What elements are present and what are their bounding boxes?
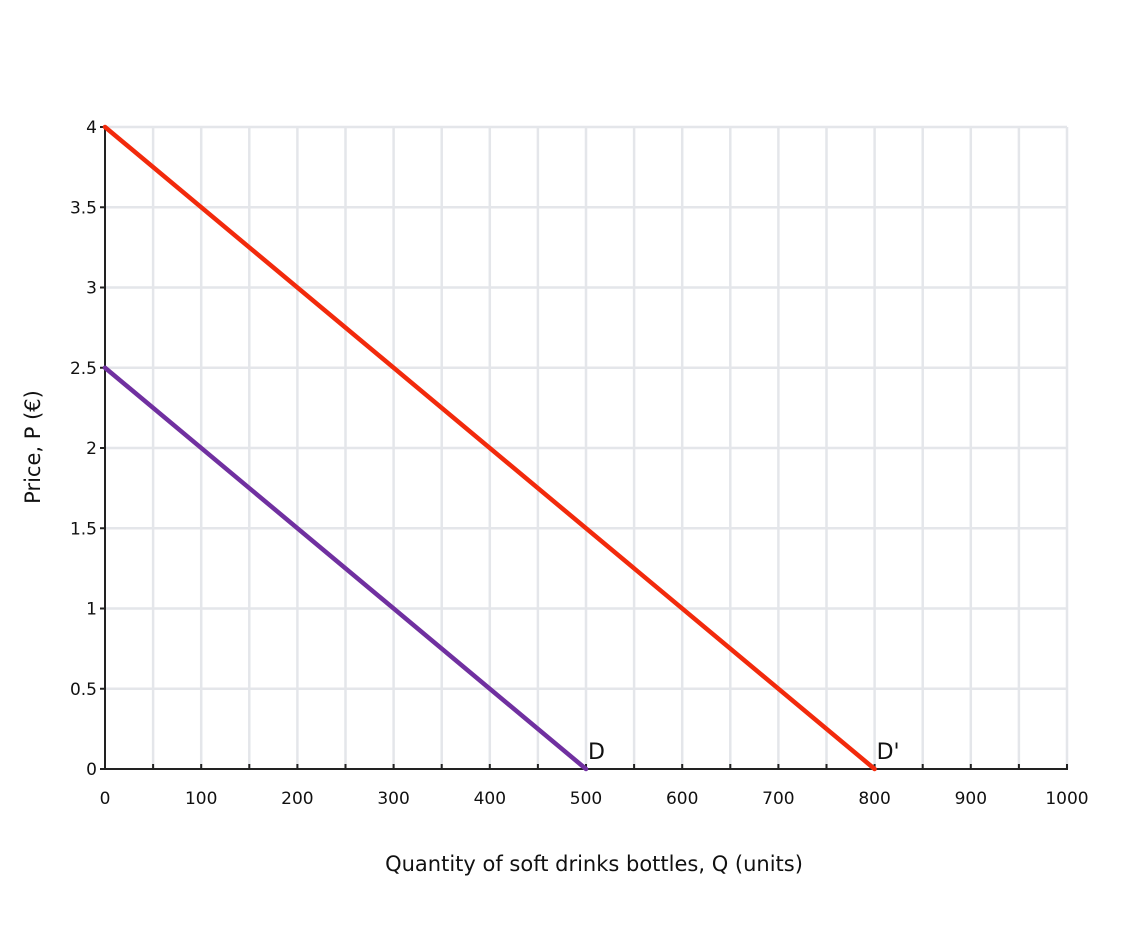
y-tick-label: 0 <box>86 760 97 780</box>
x-tick-label: 400 <box>474 789 506 809</box>
curve-label-D-prime: D' <box>877 740 900 765</box>
x-tick-label: 600 <box>666 789 698 809</box>
x-tick-label: 800 <box>858 789 890 809</box>
x-tick-label: 100 <box>185 789 217 809</box>
x-tick-label: 0 <box>100 789 111 809</box>
y-tick-label: 3 <box>86 279 97 299</box>
x-axis-title: Quantity of soft drinks bottles, Q (unit… <box>385 852 803 876</box>
x-tick-label: 700 <box>762 789 794 809</box>
y-tick-label: 0.5 <box>70 680 97 700</box>
y-tick-label: 4 <box>86 118 97 138</box>
y-axis-title: Price, P (€) <box>21 390 45 504</box>
y-tick-label: 1 <box>86 600 97 620</box>
x-tick-label: 300 <box>377 789 409 809</box>
demand-curves <box>102 124 877 772</box>
curve-labels: D D' <box>588 740 900 765</box>
x-tick-label: 500 <box>570 789 602 809</box>
y-tick-label: 2.5 <box>70 359 97 379</box>
curve-label-D: D <box>588 740 605 765</box>
demand-curve-D <box>102 365 589 772</box>
x-tick-label: 900 <box>955 789 987 809</box>
x-tick-label: 200 <box>281 789 313 809</box>
x-tick-label: 1000 <box>1045 789 1088 809</box>
y-tick-label: 1.5 <box>70 519 97 539</box>
y-tick-label: 2 <box>86 439 97 459</box>
y-tick-label: 3.5 <box>70 198 97 218</box>
tick-labels: 0 100 200 300 400 500 600 700 800 900 1000 0 0.5 1 1.5… <box>70 118 1089 809</box>
demand-curve-D-prime <box>102 124 877 772</box>
grid-lines <box>105 125 1069 769</box>
